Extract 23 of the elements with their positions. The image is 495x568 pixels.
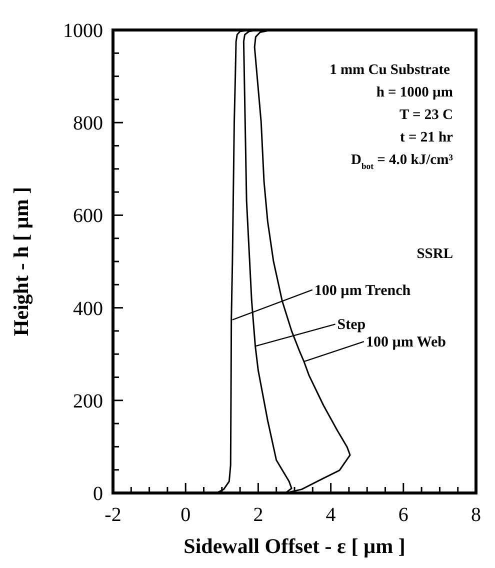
y-tick-label: 600 bbox=[73, 205, 103, 228]
y-tick-label: 1000 bbox=[63, 20, 103, 42]
annotation: h = 1000 µm bbox=[376, 84, 453, 100]
annotation: SSRL bbox=[416, 246, 454, 262]
x-axis-title: Sidewall Offset - ε [ µm ] bbox=[184, 534, 406, 558]
x-tick-label: -2 bbox=[104, 504, 122, 526]
y-tick-label: 400 bbox=[73, 298, 103, 320]
annotation: t = 21 hr bbox=[400, 130, 454, 146]
x-tick-label: 2 bbox=[253, 504, 264, 526]
y-axis-title: Height - h [ µm ] bbox=[9, 186, 33, 336]
x-tick-label: 0 bbox=[180, 504, 191, 526]
y-tick-label: 800 bbox=[73, 112, 103, 135]
annotation: 100 µm Trench bbox=[314, 282, 412, 299]
y-tick-label: 0 bbox=[93, 483, 103, 505]
x-tick-label: 6 bbox=[398, 504, 408, 526]
annotation: T = 23 C bbox=[399, 107, 453, 123]
annotation: 100 µm Web bbox=[366, 334, 446, 351]
annotation: 1 mm Cu Substrate bbox=[330, 62, 451, 78]
x-tick-label: 4 bbox=[326, 504, 336, 526]
x-tick-label: 8 bbox=[471, 504, 481, 526]
annotation: Step bbox=[337, 317, 366, 334]
annotation: D$_{bot}$ = 4.0 kJ/cm³ bbox=[350, 152, 454, 171]
y-tick-label: 200 bbox=[73, 390, 103, 412]
